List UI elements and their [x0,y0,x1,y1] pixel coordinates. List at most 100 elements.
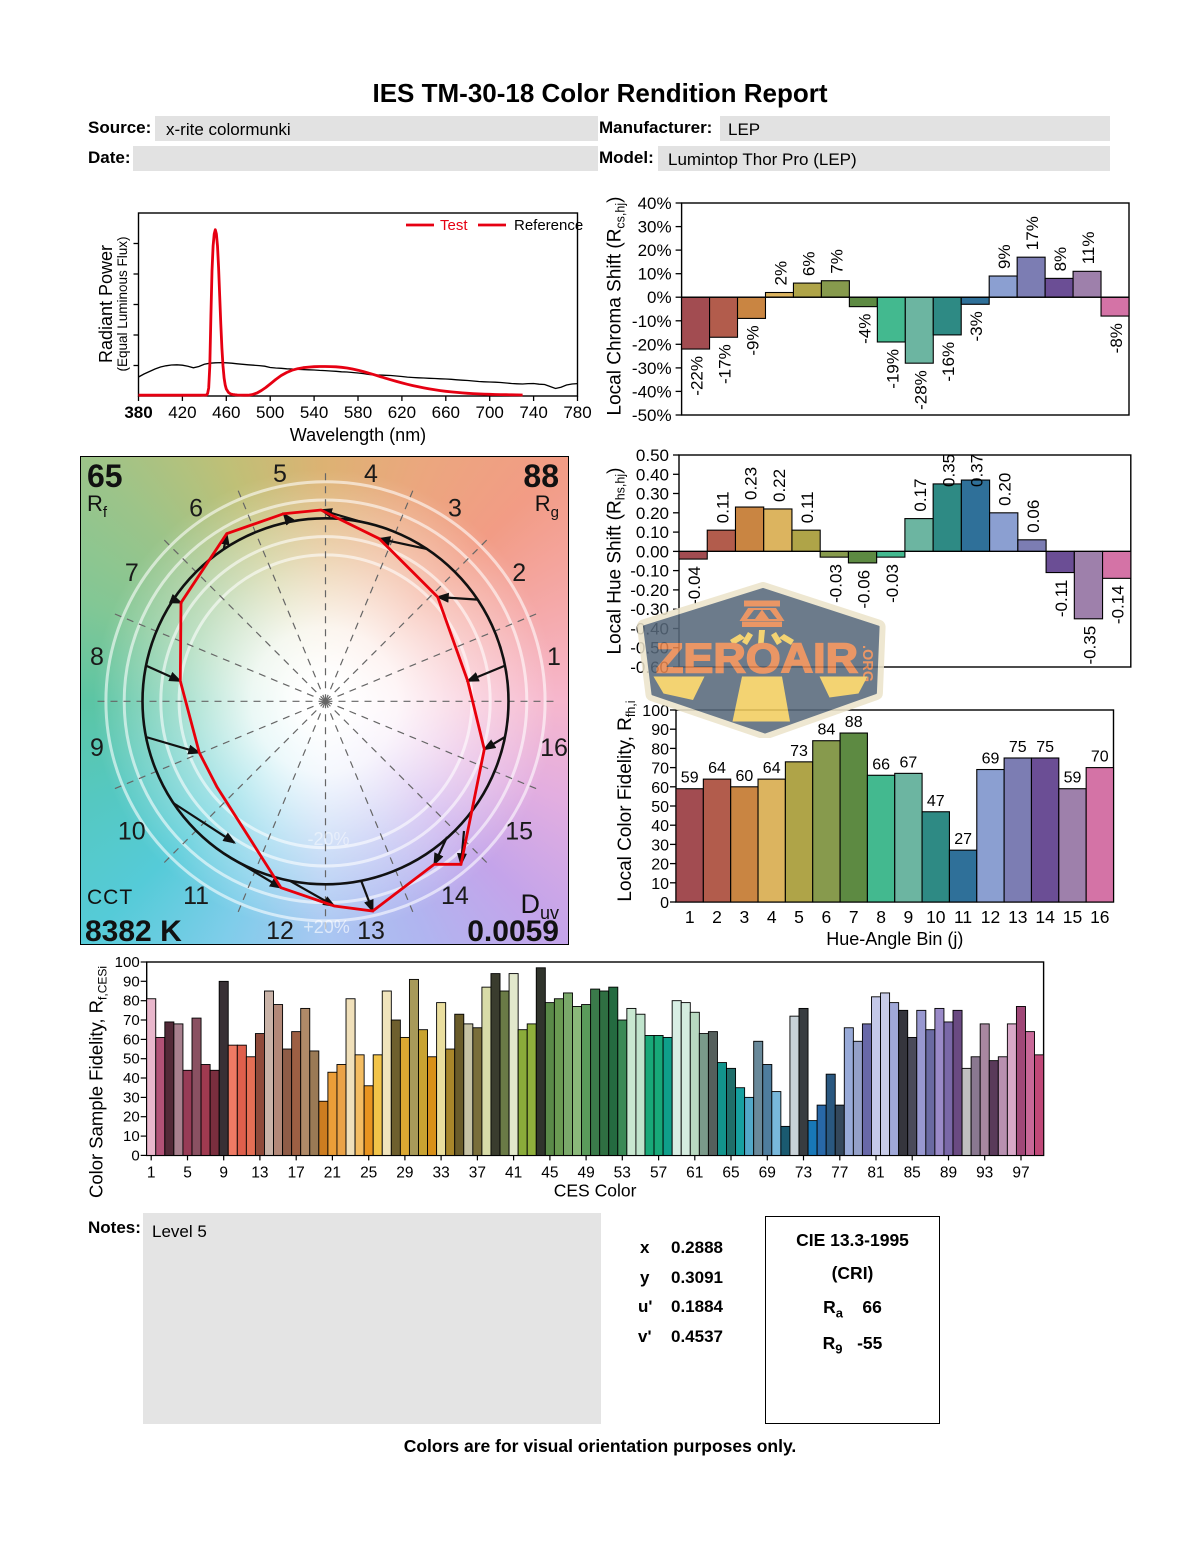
svg-text:-3%: -3% [967,311,986,341]
svg-text:30: 30 [651,837,669,854]
svg-text:16: 16 [540,734,568,762]
svg-text:-22%: -22% [688,356,707,396]
svg-text:65: 65 [87,458,123,494]
svg-text:380: 380 [124,403,152,422]
svg-text:10: 10 [118,818,146,846]
svg-text:12: 12 [266,917,294,945]
svg-text:-10%: -10% [632,312,672,331]
svg-text:8: 8 [876,907,886,927]
svg-text:1: 1 [685,907,695,927]
svg-text:41: 41 [505,1164,522,1181]
svg-text:0.35: 0.35 [939,454,958,487]
svg-text:-0.11: -0.11 [1052,580,1071,618]
svg-text:-28%: -28% [911,370,930,410]
svg-text:0.10: 0.10 [636,523,669,542]
svg-text:11: 11 [954,907,972,927]
svg-text:Radiant Power: Radiant Power [96,245,116,363]
svg-text:Hue-Angle Bin (j): Hue-Angle Bin (j) [826,929,963,949]
svg-text:0.06: 0.06 [1024,500,1043,533]
svg-text:27: 27 [954,831,972,848]
svg-text:6: 6 [822,907,832,927]
svg-text:0.30: 0.30 [636,485,669,504]
svg-text:13: 13 [251,1164,268,1181]
svg-text:29: 29 [396,1164,413,1181]
svg-text:0.11: 0.11 [798,491,817,523]
svg-text:Duv: Duv [520,889,559,923]
svg-text:1: 1 [147,1164,156,1181]
svg-text:0.23: 0.23 [742,467,761,500]
svg-text:69: 69 [759,1164,776,1181]
svg-text:25: 25 [360,1164,377,1181]
svg-text:6: 6 [189,495,203,523]
svg-text:-16%: -16% [939,342,958,382]
svg-text:84: 84 [818,722,836,739]
svg-text:30: 30 [123,1089,140,1106]
svg-text:80: 80 [651,741,669,758]
svg-text:59: 59 [681,770,699,787]
svg-text:620: 620 [388,403,416,422]
svg-text:53: 53 [614,1164,631,1181]
svg-text:20: 20 [123,1109,140,1126]
svg-text:50: 50 [651,799,669,816]
svg-text:20: 20 [651,857,669,874]
svg-text:580: 580 [344,403,372,422]
svg-text:81: 81 [867,1164,884,1181]
svg-text:37: 37 [469,1164,486,1181]
svg-text:93: 93 [976,1164,993,1181]
svg-text:11: 11 [183,882,209,910]
svg-text:-20%: -20% [632,335,672,354]
svg-text:85: 85 [904,1164,921,1181]
svg-text:-0.03: -0.03 [883,564,902,603]
svg-text:57: 57 [650,1164,667,1181]
svg-text:9%: 9% [995,244,1014,269]
svg-text:65: 65 [722,1164,739,1181]
svg-text:1: 1 [547,643,561,671]
svg-text:CES Color: CES Color [554,1180,637,1200]
svg-text:5: 5 [273,460,287,488]
svg-text:8382 K: 8382 K [85,915,182,946]
svg-text:60: 60 [736,768,754,785]
svg-text:0.20: 0.20 [996,473,1015,506]
svg-text:8: 8 [90,643,104,671]
svg-text:660: 660 [432,403,460,422]
svg-text:-20%: -20% [307,829,349,849]
svg-text:90: 90 [123,973,140,990]
svg-text:ZEROAIR: ZEROAIR [656,635,858,682]
svg-text:0.17: 0.17 [911,479,930,512]
svg-text:10: 10 [651,876,669,893]
svg-text:Color Sample Fidelity, Rf,CESi: Color Sample Fidelity, Rf,CESi [86,966,110,1198]
svg-text:75: 75 [1009,739,1027,756]
svg-text:69: 69 [982,751,1000,768]
svg-text:10: 10 [123,1128,140,1145]
svg-text:2: 2 [712,907,722,927]
svg-text:40%: 40% [638,194,672,213]
svg-text:21: 21 [324,1164,341,1181]
svg-text:740: 740 [519,403,547,422]
svg-text:7: 7 [849,907,859,927]
svg-text:7%: 7% [827,249,846,274]
svg-text:90: 90 [651,722,669,739]
svg-text:-0.03: -0.03 [826,564,845,603]
svg-text:0.11: 0.11 [713,491,732,523]
svg-text:9: 9 [904,907,914,927]
svg-text:-0.04: -0.04 [685,566,704,605]
svg-text:13: 13 [1008,907,1027,927]
svg-text:67: 67 [900,754,918,771]
svg-text:100: 100 [642,703,669,720]
svg-text:-17%: -17% [716,344,735,384]
svg-text:10: 10 [926,907,946,927]
svg-text:60: 60 [123,1031,140,1048]
svg-text:-0.14: -0.14 [1109,585,1128,624]
svg-text:0: 0 [131,1147,139,1164]
svg-text:61: 61 [686,1164,703,1181]
svg-text:14: 14 [1035,907,1055,927]
svg-text:40: 40 [651,818,669,835]
svg-text:500: 500 [256,403,284,422]
svg-text:-9%: -9% [744,325,763,355]
svg-text:75: 75 [1036,739,1054,756]
svg-text:97: 97 [1012,1164,1029,1181]
svg-text:15: 15 [505,818,533,846]
svg-text:45: 45 [541,1164,558,1181]
svg-text:780: 780 [563,403,591,422]
svg-text:3: 3 [740,907,750,927]
